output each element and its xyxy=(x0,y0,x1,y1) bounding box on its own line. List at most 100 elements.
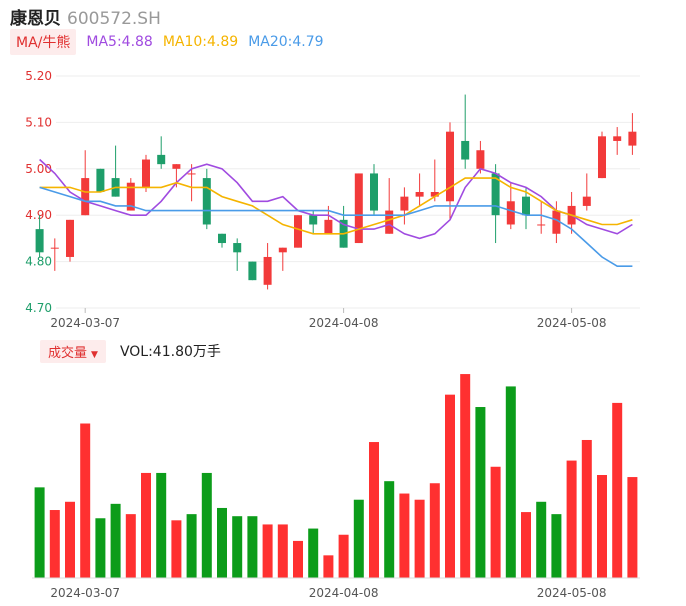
candle-body xyxy=(233,243,242,253)
candle-body xyxy=(157,154,166,165)
stock-name: 康恩贝 xyxy=(10,9,61,29)
volume-bar xyxy=(201,472,212,578)
volume-bar xyxy=(521,512,531,578)
candle-body xyxy=(446,131,454,202)
price-ytick-label: 4.90 xyxy=(25,208,52,222)
candle-body xyxy=(476,150,485,169)
candle-body xyxy=(324,219,333,234)
volume-bar xyxy=(49,510,60,578)
volume-bar xyxy=(627,477,638,578)
volume-bar xyxy=(34,487,45,578)
candle-body xyxy=(628,131,637,146)
volume-bar xyxy=(475,407,486,578)
candle-body xyxy=(506,201,515,225)
price-ytick-label: 4.70 xyxy=(25,301,52,315)
volume-bar xyxy=(232,516,243,578)
candle-body xyxy=(142,159,150,188)
ma10-legend: MA10:4.89 xyxy=(162,34,239,50)
candle-body xyxy=(35,229,44,253)
volume-bar xyxy=(460,374,471,578)
price-ytick-label: 5.00 xyxy=(25,162,52,176)
candle-body xyxy=(522,196,530,216)
volume-bar xyxy=(414,499,425,578)
ma5-legend: MA5:4.88 xyxy=(86,34,153,50)
candle-body xyxy=(263,256,272,285)
ma20-legend: MA20:4.79 xyxy=(248,34,324,50)
volume-bar xyxy=(262,524,273,578)
price-xtick-label: 2024-04-08 xyxy=(309,316,379,330)
candle-body xyxy=(187,173,196,175)
price-ytick-label: 5.10 xyxy=(25,115,52,129)
candle-body xyxy=(218,233,226,244)
candle-body xyxy=(66,219,74,257)
volume-bar xyxy=(186,514,197,578)
volume-bar xyxy=(277,524,288,578)
price-xtick-label: 2024-03-07 xyxy=(50,316,120,330)
candle-body xyxy=(613,136,622,141)
candle-body xyxy=(50,247,59,249)
candle-body xyxy=(172,164,181,169)
volume-bar xyxy=(95,518,106,578)
volume-bar xyxy=(217,507,227,578)
volume-bar xyxy=(156,472,167,578)
caret-down-icon: ▼ xyxy=(91,349,98,360)
candle-body xyxy=(415,192,424,197)
candle-body xyxy=(309,215,318,225)
candle-body xyxy=(400,196,409,211)
candle-body xyxy=(385,210,394,234)
volume-indicator-selector[interactable]: 成交量 ▼ xyxy=(40,339,106,363)
volume-bar xyxy=(445,394,455,578)
volume-bar xyxy=(353,499,364,578)
volume-bar xyxy=(597,475,607,578)
ma20-line xyxy=(39,186,633,268)
volume-bar xyxy=(399,493,410,578)
volume-bar xyxy=(247,516,258,578)
candle-body xyxy=(370,173,378,211)
volume-bar xyxy=(581,439,592,578)
stock-header: 康恩贝 600572.SH xyxy=(10,4,161,29)
candle-body xyxy=(354,173,363,244)
volume-bar xyxy=(566,460,577,578)
candle-body xyxy=(248,261,257,281)
volume-bar xyxy=(125,514,136,578)
ma-type-selector[interactable]: MA/牛熊 xyxy=(10,29,77,55)
volume-legend: 成交量 ▼ VOL:41.80万手 xyxy=(40,339,221,363)
candle-body xyxy=(491,173,500,216)
volume-bar xyxy=(612,402,623,578)
candle-body xyxy=(430,192,439,197)
candle-body xyxy=(598,136,606,179)
candle-body xyxy=(278,247,287,253)
volume-bar xyxy=(323,555,334,578)
candle-body xyxy=(81,178,90,216)
volume-bar xyxy=(141,472,151,578)
volume-xtick-label: 2024-05-08 xyxy=(537,586,607,600)
stock-code: 600572.SH xyxy=(67,9,161,29)
volume-bar xyxy=(369,442,379,578)
volume-bar xyxy=(429,483,440,578)
volume-bar xyxy=(65,501,75,578)
volume-label: 成交量 xyxy=(48,345,88,361)
volume-bar xyxy=(536,501,547,578)
volume-bar xyxy=(308,528,319,578)
candle-body xyxy=(552,210,561,234)
volume-value: VOL:41.80万手 xyxy=(119,344,221,360)
candle-body xyxy=(461,140,470,160)
price-ytick-label: 5.20 xyxy=(25,69,52,83)
candle-body xyxy=(202,178,211,225)
ma10-line xyxy=(39,177,633,235)
price-ytick-label: 4.80 xyxy=(25,255,52,269)
candle-body xyxy=(96,168,105,192)
price-xtick-label: 2024-05-08 xyxy=(537,316,607,330)
candle-body xyxy=(126,182,135,211)
volume-bar xyxy=(384,481,395,578)
volume-bar xyxy=(551,514,562,578)
volume-bar xyxy=(110,503,121,578)
candle-body xyxy=(294,215,302,248)
candle-body xyxy=(582,196,591,206)
volume-bar xyxy=(338,534,349,578)
volume-xtick-label: 2024-03-07 xyxy=(50,586,120,600)
volume-bar xyxy=(490,466,501,578)
volume-bar xyxy=(505,386,516,578)
volume-bar xyxy=(293,540,303,578)
